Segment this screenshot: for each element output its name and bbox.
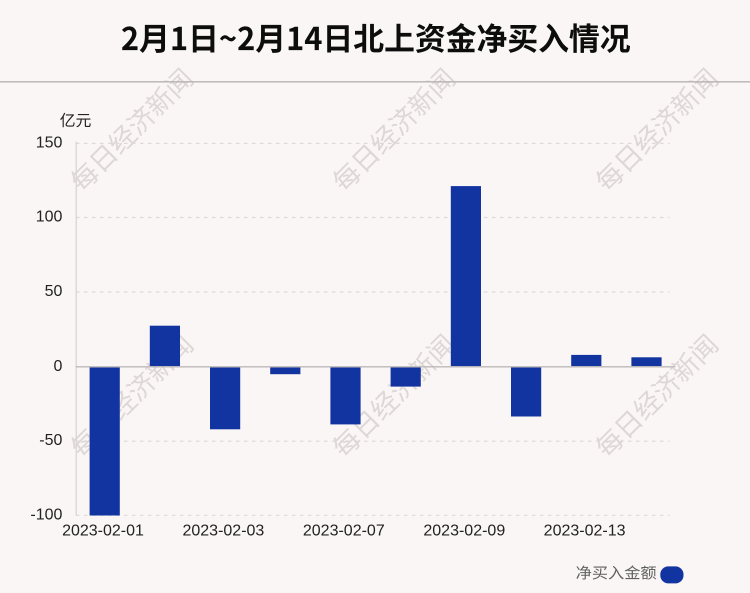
svg-text:2023-02-09: 2023-02-09: [423, 523, 505, 540]
svg-text:0: 0: [53, 358, 62, 375]
svg-text:2023-02-13: 2023-02-13: [544, 523, 626, 540]
svg-text:50: 50: [45, 283, 63, 300]
svg-text:2023-02-03: 2023-02-03: [182, 523, 264, 540]
svg-text:-50: -50: [39, 432, 62, 449]
svg-text:100: 100: [36, 209, 63, 226]
svg-text:-100: -100: [30, 506, 62, 523]
svg-text:2023-02-01: 2023-02-01: [62, 523, 144, 540]
svg-text:2023-02-07: 2023-02-07: [303, 523, 385, 540]
svg-text:150: 150: [36, 134, 63, 151]
